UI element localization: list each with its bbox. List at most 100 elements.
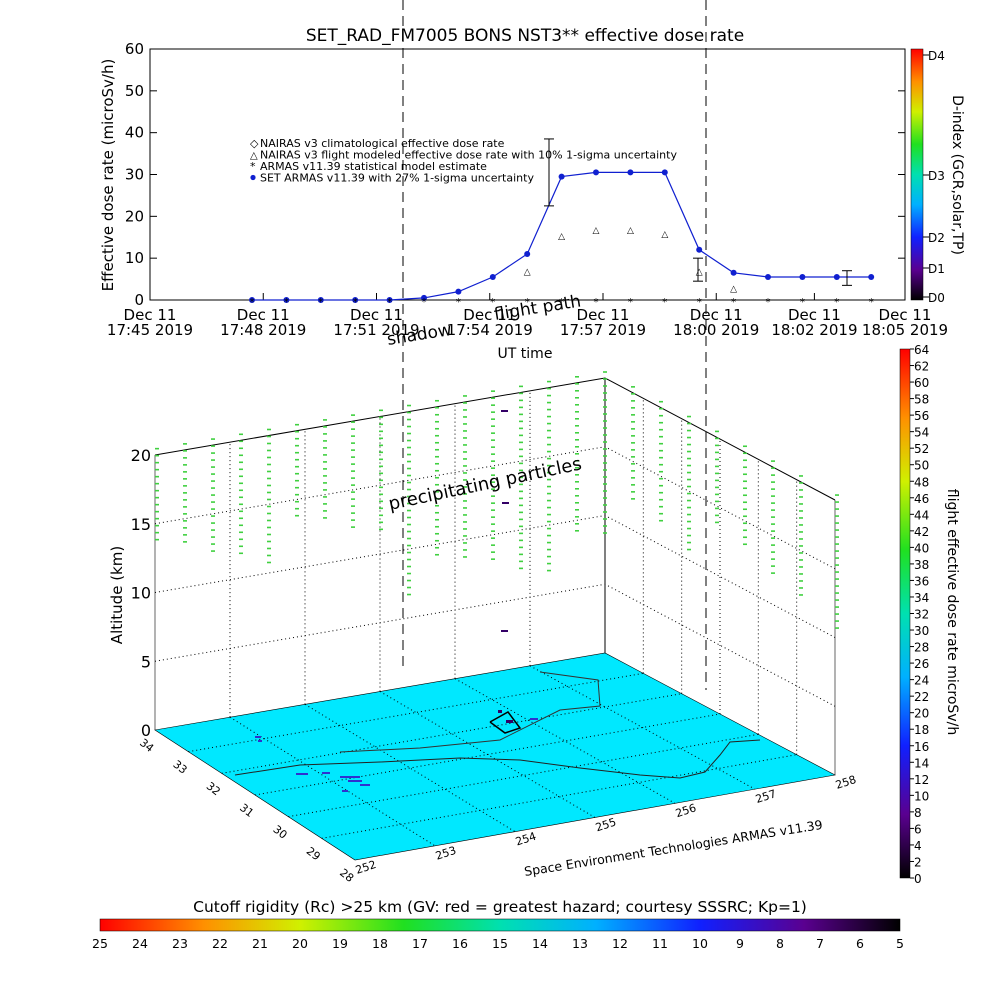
dose-colorbar-tick-label: 28 (914, 641, 929, 655)
armas-point: * (559, 297, 564, 308)
set-armas-point (283, 297, 290, 303)
d-index-tick-label: D4 (928, 49, 945, 63)
dose-colorbar-tick-label: 24 (914, 674, 929, 688)
dose-colorbar-tick-label: 26 (914, 657, 929, 671)
flight-path-marks (501, 410, 509, 632)
dose-colorbar-tick-label: 32 (914, 608, 929, 622)
dose-colorbar-tick-label: 62 (914, 360, 929, 374)
dose-colorbar-tick-label: 10 (914, 789, 929, 803)
altitude-tick-label: 15 (131, 515, 151, 534)
dose-colorbar-tick-label: 52 (914, 442, 929, 456)
cutoff-tick-label: 7 (816, 936, 824, 951)
cutoff-tick-label: 16 (452, 936, 468, 951)
dose-colorbar-tick-label: 50 (914, 459, 929, 473)
nairas-point: △ (558, 232, 565, 242)
set-armas-point (249, 297, 255, 303)
y-axis-label: Effective dose rate (microSv/h) (99, 59, 117, 292)
nairas-point: △ (696, 268, 703, 278)
altitude-tick-labels: 0 5 10 15 20 (131, 446, 151, 740)
longitude-tick-label: 254 (514, 830, 538, 849)
armas-point: * (318, 297, 323, 308)
x-tick-label-date: Dec 11 (788, 306, 841, 324)
dose-colorbar-tick-label: 30 (914, 624, 929, 638)
dose-colorbar-tick-label: 16 (914, 740, 929, 754)
longitude-tick-label: 256 (674, 801, 698, 820)
nairas-point: △ (730, 284, 737, 294)
legend-entry: SET ARMAS v11.39 with 27% 1-sigma uncert… (260, 172, 534, 185)
chart-title: SET_RAD_FM7005 BONS NST3** effective dos… (306, 26, 744, 46)
legend: ◇ NAIRAS v3 climatological effective dose… (250, 137, 677, 185)
flight-mark (501, 630, 508, 632)
cutoff-tick-label: 22 (212, 936, 228, 951)
cutoff-tick-label: 12 (612, 936, 628, 951)
dose-colorbar-tick-label: 44 (914, 508, 929, 522)
flight-mark (502, 502, 509, 504)
cutoff-ticks: 25 24 23 22 21 20 19 18 17 16 15 14 13 12 11 10 9 8 7 6 5 (92, 936, 904, 951)
border-line (234, 739, 761, 779)
latitude-tick-label: 29 (304, 844, 323, 863)
cutoff-tick-label: 25 (92, 936, 108, 951)
altitude-grid (154, 390, 836, 755)
dose-colorbar-tick-label: 34 (914, 591, 929, 605)
set-armas-point (386, 297, 393, 303)
set-armas-point (593, 169, 599, 176)
d-index-ticks: D0 D1 D2 D3 D4 (923, 49, 945, 305)
x-tick-label-time: 18:05 2019 (862, 321, 948, 339)
set-armas-point (455, 288, 462, 295)
y-tick-label: 60 (125, 40, 144, 58)
dose-colorbar-tick-label: 54 (914, 426, 929, 440)
d-index-colorbar (910, 48, 924, 301)
set-armas-point (799, 273, 806, 280)
legend-symbol-star: * (250, 160, 256, 173)
y-tick-label: 10 (125, 249, 144, 267)
set-armas-point (661, 169, 668, 176)
map-features (234, 671, 761, 792)
set-armas-point (317, 297, 324, 303)
legend-symbol-diamond: ◇ (250, 137, 259, 150)
d-index-tick-label: D2 (928, 231, 945, 245)
set-armas-point (868, 273, 875, 280)
precipitating-particle-columns (155, 371, 839, 629)
dose-rate-colorbar: 0246810121416182022242628303234363840424… (899, 343, 960, 886)
dose-colorbar-tick-label: 58 (914, 393, 929, 407)
dose-colorbar-tick-label: 0 (914, 872, 922, 886)
latitude-tick-label: 33 (170, 758, 189, 777)
d-index-tick-label: D0 (928, 291, 945, 305)
armas-point: * (628, 297, 633, 308)
cutoff-tick-label: 9 (736, 936, 744, 951)
credit-text: Space Environment Technologies ARMAS v11… (523, 817, 823, 879)
x-tick-label-date: Dec 11 (463, 306, 516, 324)
longitude-tick-label: 253 (434, 844, 458, 863)
contour (489, 711, 522, 734)
y-tick-label: 50 (125, 82, 144, 100)
dose-colorbar-tick-label: 40 (914, 541, 929, 555)
armas-point: * (766, 297, 771, 308)
floor-grid-line (379, 691, 596, 818)
longitude-tick-label: 258 (834, 773, 858, 792)
d-index-tick-label: D3 (928, 169, 945, 183)
armas-point: * (594, 297, 599, 308)
x-tick-label-date: Dec 11 (237, 306, 290, 324)
altitude-tick-label: 20 (131, 446, 151, 465)
armas-point: * (731, 297, 736, 308)
y-tick-label: 20 (125, 207, 144, 225)
x-tick-label-date: Dec 11 (879, 306, 932, 324)
dose-colorbar-tick-label: 6 (914, 822, 922, 836)
cutoff-tick-label: 21 (252, 936, 268, 951)
dose-colorbar-tick-label: 56 (914, 409, 929, 423)
cutoff-tick-label: 13 (572, 936, 588, 951)
cutoff-tick-label: 11 (652, 936, 668, 951)
x-tick-label-time: 17:57 2019 (560, 321, 646, 339)
y-tick-label: 0 (134, 291, 144, 309)
dose-colorbar-tick-label: 46 (914, 492, 929, 506)
altitude-tick-label: 0 (141, 721, 151, 740)
cutoff-tick-label: 24 (132, 936, 148, 951)
dose-colorbar-tick-label: 8 (914, 806, 922, 820)
set-armas-point (524, 250, 531, 257)
dose-colorbar-tick-label: 4 (914, 839, 922, 853)
dose-colorbar-tick-label: 60 (914, 376, 929, 390)
dose-colorbar-tick-label: 48 (914, 475, 929, 489)
altitude-tick-label: 10 (131, 584, 151, 603)
cutoff-label: Cutoff rigidity (Rc) >25 km (GV: red = g… (193, 898, 807, 916)
